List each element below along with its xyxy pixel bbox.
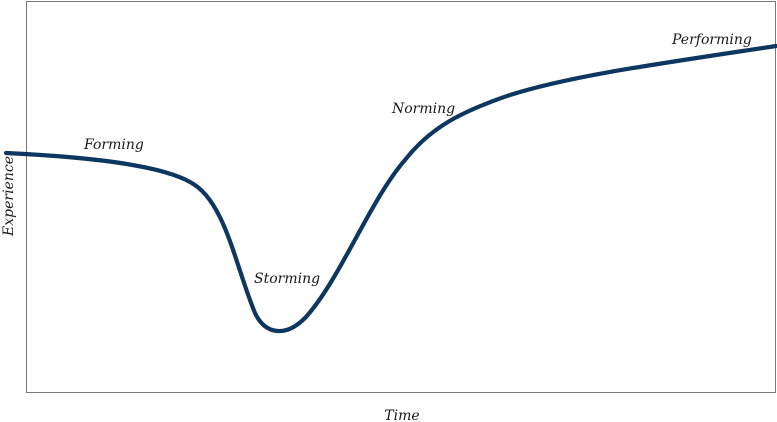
stage-label-performing: Performing — [671, 32, 752, 48]
stage-label-forming: Forming — [83, 137, 144, 153]
x-axis-label: Time — [384, 408, 419, 422]
plot-frame — [26, 1, 776, 393]
experience-curve — [3, 43, 777, 334]
stage-label-norming: Norming — [391, 101, 455, 117]
y-axis-label: Experience — [1, 156, 17, 237]
stage-label-storming: Storming — [254, 271, 320, 287]
